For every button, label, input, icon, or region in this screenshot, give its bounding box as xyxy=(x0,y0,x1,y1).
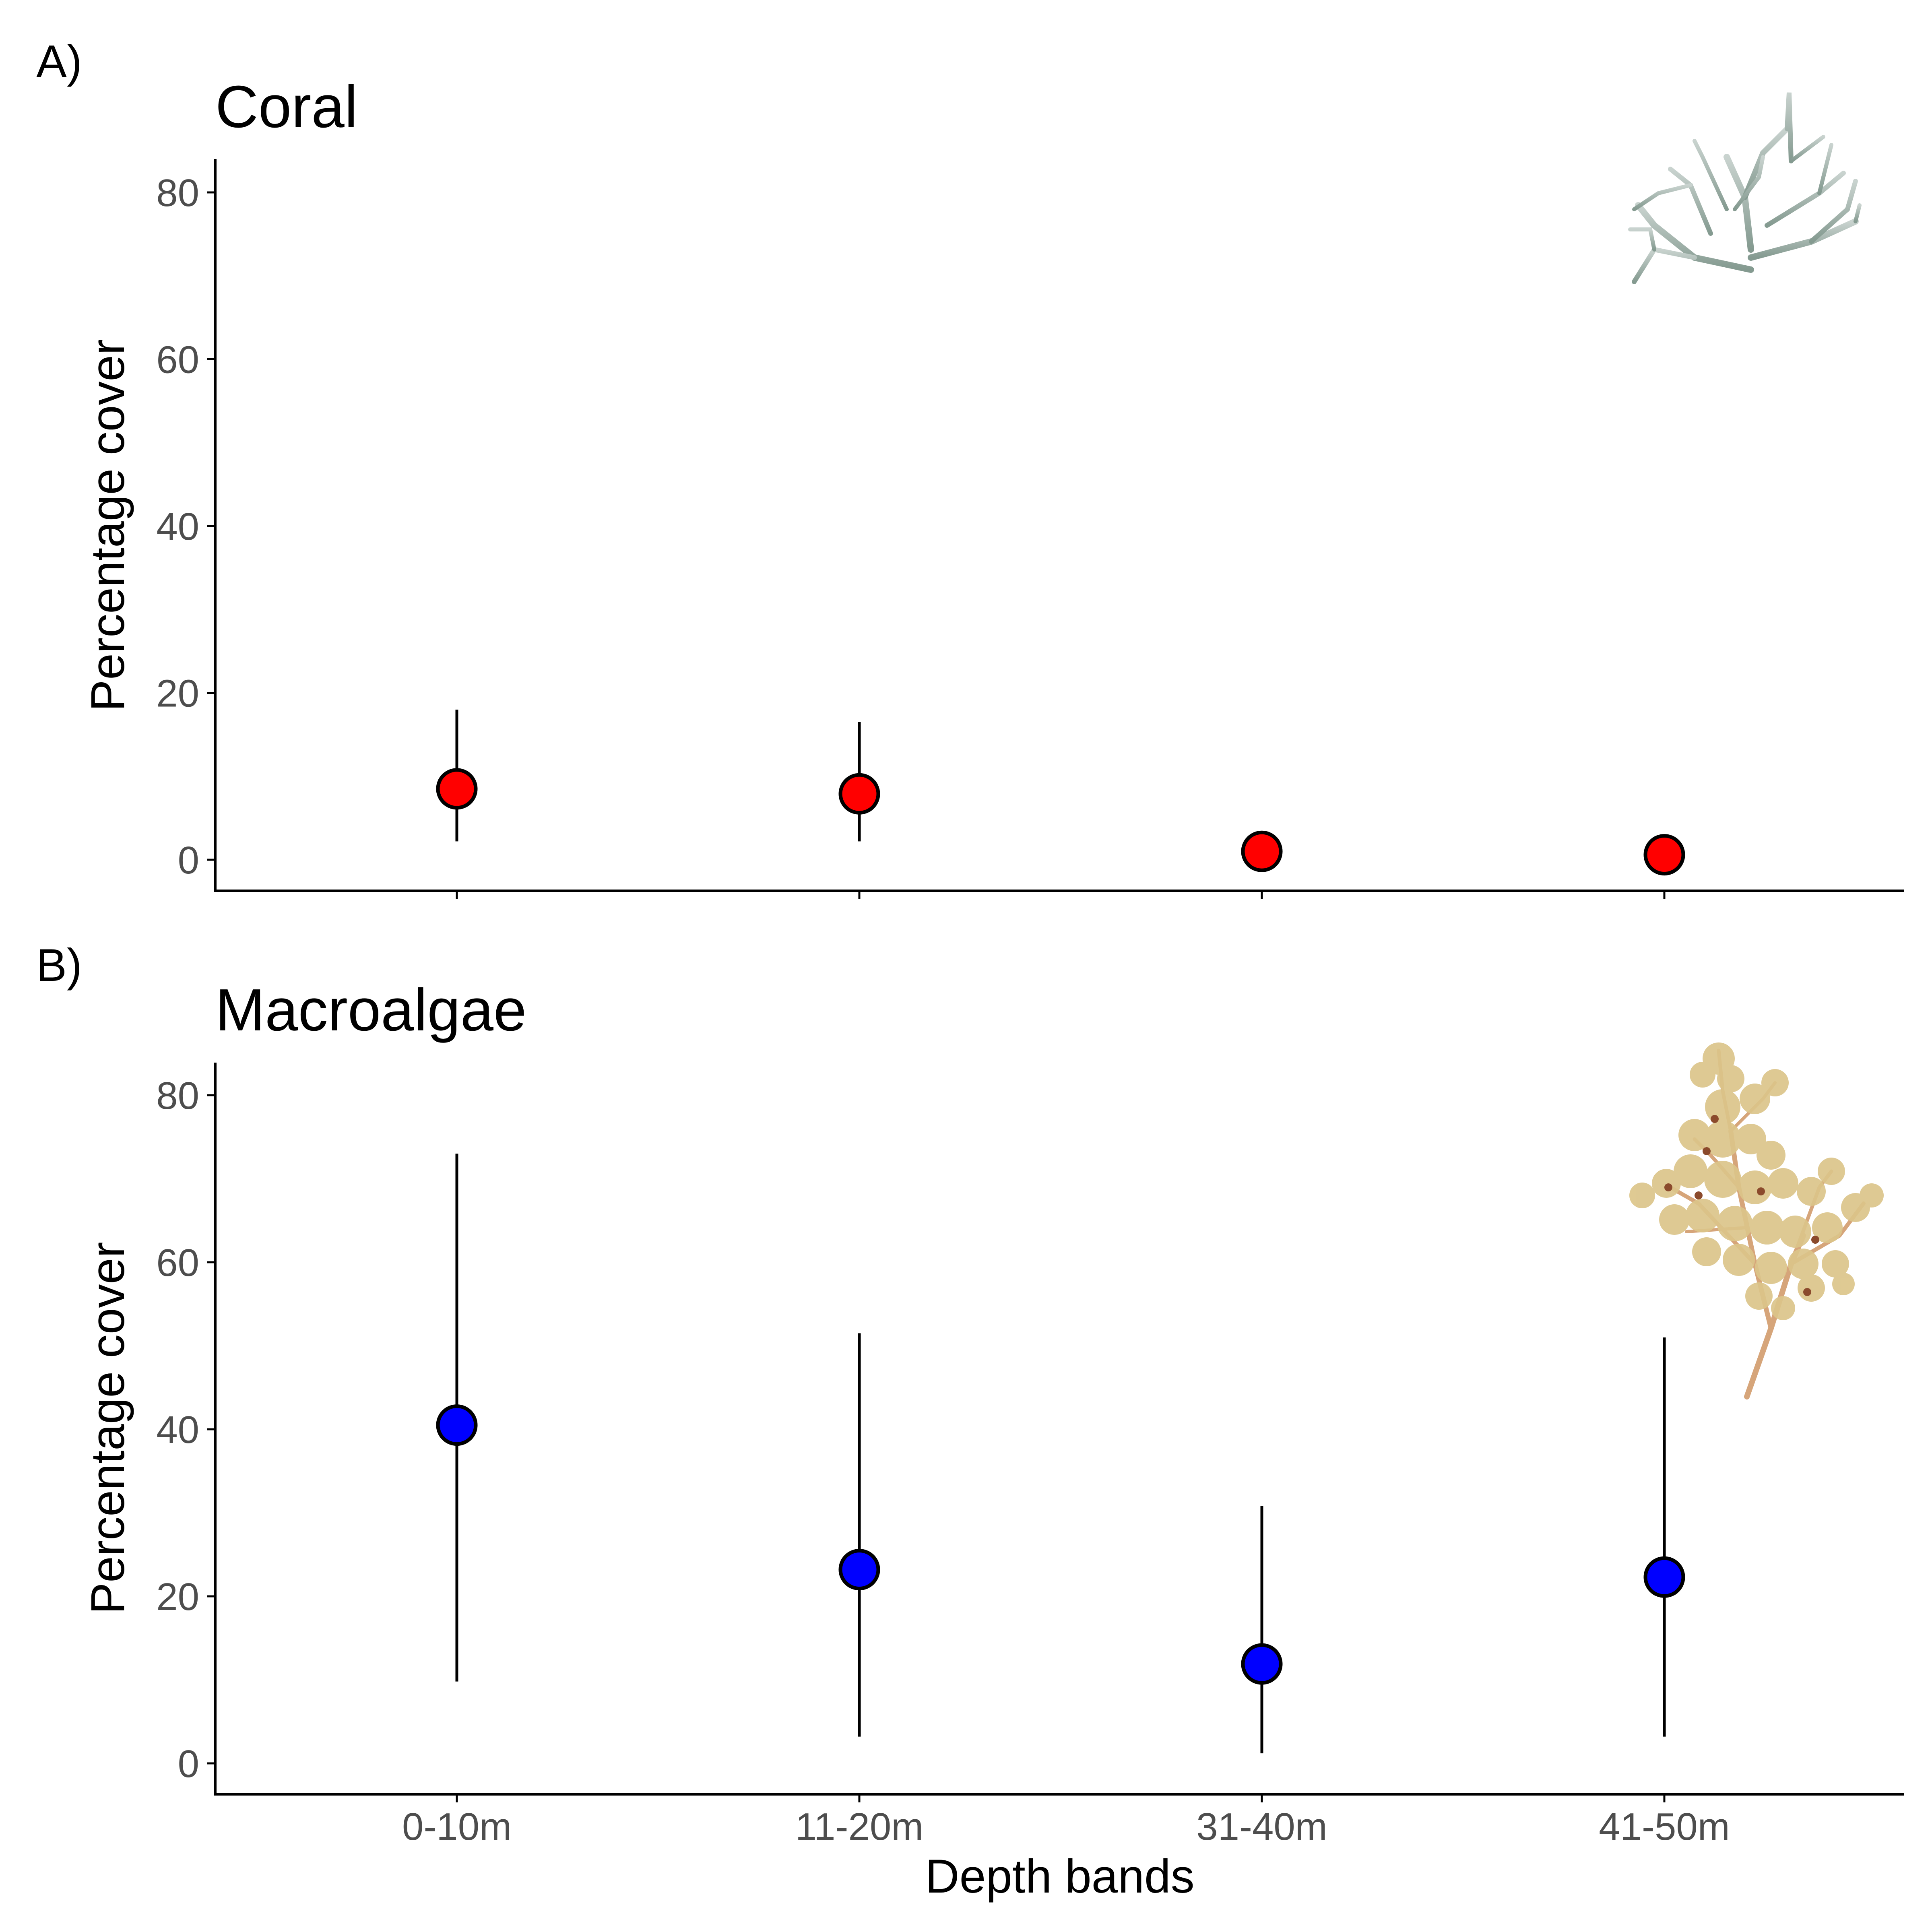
y-tick-label: 0 xyxy=(178,839,199,882)
x-tick-label: 0-10m xyxy=(402,1805,512,1848)
data-point xyxy=(838,1549,880,1591)
y-tick-label: 40 xyxy=(156,505,199,548)
data-point xyxy=(1241,830,1283,872)
y-tick-label: 60 xyxy=(156,1241,199,1284)
panel-b: B) Macroalgae Percentage cover 0 20 40 60 80… xyxy=(36,940,1904,1903)
data-point xyxy=(436,1404,478,1446)
panel-b-error-bars xyxy=(455,1154,1666,1754)
y-tick-label: 80 xyxy=(156,1074,199,1117)
x-tick-label: 31-40m xyxy=(1196,1805,1327,1848)
panel-b-points xyxy=(436,1404,1685,1685)
panel-b-x-ticks: 0-10m 11-20m 31-40m 41-50m xyxy=(402,1794,1730,1848)
panel-a-label: A) xyxy=(36,36,82,87)
x-tick-label: 11-20m xyxy=(795,1805,923,1848)
data-point xyxy=(838,773,880,815)
data-point xyxy=(436,768,478,810)
panel-b-label: B) xyxy=(36,940,82,991)
y-tick-label: 0 xyxy=(178,1742,199,1785)
y-tick-label: 40 xyxy=(156,1408,199,1451)
panel-a-points xyxy=(436,768,1685,876)
panel-a-y-axis-title: Percentage cover xyxy=(81,339,134,712)
panel-a-error-bars xyxy=(455,709,1666,857)
panel-a-title: Coral xyxy=(215,74,358,140)
panel-b-title: Macroalgae xyxy=(215,977,526,1043)
y-tick-label: 20 xyxy=(156,1575,199,1618)
data-point xyxy=(1643,834,1685,876)
coral-illustration-icon xyxy=(1628,92,1862,335)
data-point xyxy=(1241,1643,1283,1685)
data-point xyxy=(1643,1556,1685,1598)
panel-b-y-ticks: 0 20 40 60 80 xyxy=(156,1074,215,1785)
x-tick-label: 41-50m xyxy=(1599,1805,1730,1848)
panel-b-y-axis-title: Percentage cover xyxy=(81,1242,134,1614)
y-tick-label: 60 xyxy=(156,339,199,382)
y-tick-label: 20 xyxy=(156,672,199,715)
x-axis-title: Depth bands xyxy=(925,1850,1194,1903)
y-tick-label: 80 xyxy=(156,171,199,215)
panel-a-y-ticks: 0 20 40 60 80 xyxy=(156,171,1666,899)
panel-a: A) Coral Percentage cover 0 20 40 60 80 xyxy=(36,36,1904,899)
macroalgae-illustration-icon xyxy=(1629,1042,1884,1399)
